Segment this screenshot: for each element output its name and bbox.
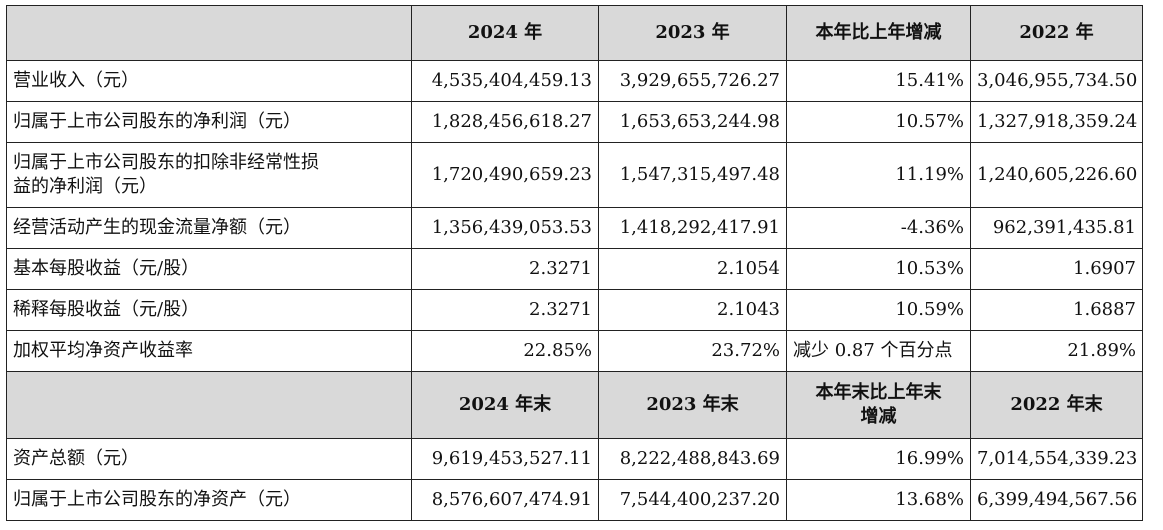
- value-2024: 4,535,404,459.13: [411, 60, 599, 102]
- row-label: 基本每股收益（元/股）: [6, 248, 412, 290]
- header-change: 本年比上年增减: [786, 5, 971, 61]
- value-change: 15.41%: [786, 60, 971, 102]
- header-2024: 2024 年: [411, 5, 599, 61]
- header-2022: 2022 年: [970, 5, 1143, 61]
- row-label: 营业收入（元）: [6, 60, 412, 102]
- value-2023: 1,653,653,244.98: [598, 101, 787, 143]
- table-row: 经营活动产生的现金流量净额（元） 1,356,439,053.53 1,418,…: [6, 207, 1143, 249]
- value-2024: 8,576,607,474.91: [411, 479, 599, 521]
- row-label: 稀释每股收益（元/股）: [6, 289, 412, 331]
- row-label-line-1: 归属于上市公司股东的扣除非经常性损: [13, 152, 319, 173]
- table-row: 归属于上市公司股东的扣除非经常性损 益的净利润（元） 1,720,490,659…: [6, 142, 1143, 208]
- row-label: 加权平均净资产收益率: [6, 330, 412, 372]
- value-2022: 1.6887: [970, 289, 1143, 331]
- table-row: 营业收入（元） 4,535,404,459.13 3,929,655,726.2…: [6, 60, 1143, 102]
- value-2022: 21.89%: [970, 330, 1143, 372]
- value-2023: 23.72%: [598, 330, 787, 372]
- header-2023-end: 2023 年末: [598, 371, 787, 439]
- value-2023: 1,547,315,497.48: [598, 142, 787, 208]
- table-row: 基本每股收益（元/股） 2.3271 2.1054 10.53% 1.6907: [6, 248, 1143, 290]
- value-2022: 1,240,605,226.60: [970, 142, 1143, 208]
- value-2023: 2.1043: [598, 289, 787, 331]
- value-2024: 9,619,453,527.11: [411, 438, 599, 480]
- value-change: 11.19%: [786, 142, 971, 208]
- value-change: 减少 0.87 个百分点: [786, 330, 971, 372]
- value-2022: 1,327,918,359.24: [970, 101, 1143, 143]
- value-2024: 2.3271: [411, 289, 599, 331]
- value-2024: 1,356,439,053.53: [411, 207, 599, 249]
- row-label-line-2: 益的净利润（元）: [13, 176, 157, 197]
- value-change: -4.36%: [786, 207, 971, 249]
- value-2024: 2.3271: [411, 248, 599, 290]
- header-change-line-1: 本年末比上年末: [815, 382, 942, 403]
- value-2022: 962,391,435.81: [970, 207, 1143, 249]
- header-change-line-2: 增减: [860, 406, 897, 427]
- row-label: 归属于上市公司股东的扣除非经常性损 益的净利润（元）: [6, 142, 412, 208]
- value-2023: 3,929,655,726.27: [598, 60, 787, 102]
- financial-data-table: 2024 年 2023 年 本年比上年增减 2022 年 营业收入（元） 4,5…: [6, 5, 1143, 521]
- row-label: 归属于上市公司股东的净利润（元）: [6, 101, 412, 143]
- header-blank-cell: [6, 5, 412, 61]
- value-2023: 8,222,488,843.69: [598, 438, 787, 480]
- table-row: 归属于上市公司股东的净资产（元） 8,576,607,474.91 7,544,…: [6, 479, 1143, 521]
- value-2023: 7,544,400,237.20: [598, 479, 787, 521]
- row-label: 经营活动产生的现金流量净额（元）: [6, 207, 412, 249]
- value-2022: 7,014,554,339.23: [970, 438, 1143, 480]
- value-change: 10.59%: [786, 289, 971, 331]
- value-2024: 22.85%: [411, 330, 599, 372]
- row-label: 资产总额（元）: [6, 438, 412, 480]
- value-change: 16.99%: [786, 438, 971, 480]
- table-row: 归属于上市公司股东的净利润（元） 1,828,456,618.27 1,653,…: [6, 101, 1143, 143]
- value-2023: 2.1054: [598, 248, 787, 290]
- value-2024: 1,720,490,659.23: [411, 142, 599, 208]
- value-change: 13.68%: [786, 479, 971, 521]
- header-change-end: 本年末比上年末 增减: [786, 371, 971, 439]
- financial-table-container: 2024 年 2023 年 本年比上年增减 2022 年 营业收入（元） 4,5…: [6, 5, 1143, 521]
- value-2022: 1.6907: [970, 248, 1143, 290]
- header-row-year-end: 2024 年末 2023 年末 本年末比上年末 增减 2022 年末: [6, 371, 1143, 439]
- header-2024-end: 2024 年末: [411, 371, 599, 439]
- table-row: 加权平均净资产收益率 22.85% 23.72% 减少 0.87 个百分点 21…: [6, 330, 1143, 372]
- header-row-annual: 2024 年 2023 年 本年比上年增减 2022 年: [6, 5, 1143, 61]
- value-2023: 1,418,292,417.91: [598, 207, 787, 249]
- table-row: 稀释每股收益（元/股） 2.3271 2.1043 10.59% 1.6887: [6, 289, 1143, 331]
- row-label: 归属于上市公司股东的净资产（元）: [6, 479, 412, 521]
- value-change: 10.53%: [786, 248, 971, 290]
- header-2022-end: 2022 年末: [970, 371, 1143, 439]
- header-blank-cell: [6, 371, 412, 439]
- value-2022: 6,399,494,567.56: [970, 479, 1143, 521]
- value-2022: 3,046,955,734.50: [970, 60, 1143, 102]
- table-row: 资产总额（元） 9,619,453,527.11 8,222,488,843.6…: [6, 438, 1143, 480]
- header-2023: 2023 年: [598, 5, 787, 61]
- value-2024: 1,828,456,618.27: [411, 101, 599, 143]
- value-change: 10.57%: [786, 101, 971, 143]
